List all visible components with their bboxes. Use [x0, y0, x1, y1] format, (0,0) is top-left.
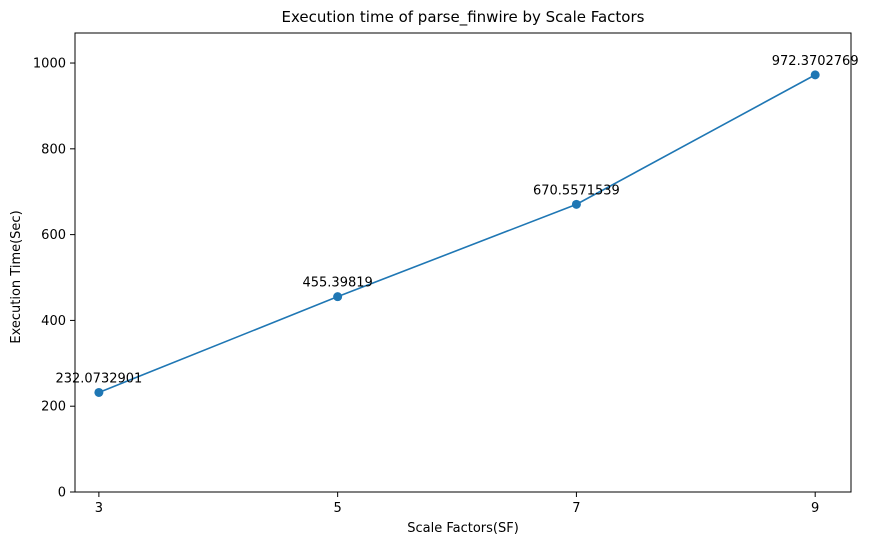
x-tick-label: 5 [334, 501, 342, 516]
data-point [94, 387, 104, 397]
series-line [98, 74, 816, 394]
chart-title: Execution time of parse_finwire by Scale… [282, 8, 645, 27]
y-tick-label: 600 [41, 228, 66, 243]
data-point [810, 70, 820, 80]
x-tick-label: 9 [811, 501, 819, 516]
plot-frame [74, 32, 852, 493]
data-point [333, 292, 343, 302]
y-tick-label: 0 [58, 486, 66, 501]
x-axis-label: Scale Factors(SF) [407, 521, 519, 536]
y-axis-label: Execution Time(Sec) [9, 210, 24, 343]
x-tick-label: 7 [572, 501, 580, 516]
y-tick-label: 800 [41, 142, 66, 157]
data-point [571, 199, 581, 209]
data-label: 455.39819 [302, 276, 372, 291]
x-tick-label: 3 [95, 501, 103, 516]
data-label: 670.5571539 [533, 183, 620, 198]
plot-area: 0 200 400 600 800 1000 3 5 7 9 232.0732901 455.3981… [33, 32, 859, 516]
data-label: 232.0732901 [55, 371, 142, 386]
y-tick-label: 1000 [33, 57, 66, 72]
y-tick-label: 200 [41, 400, 66, 415]
data-label: 972.3702769 [772, 54, 859, 69]
y-tick-label: 400 [41, 314, 66, 329]
